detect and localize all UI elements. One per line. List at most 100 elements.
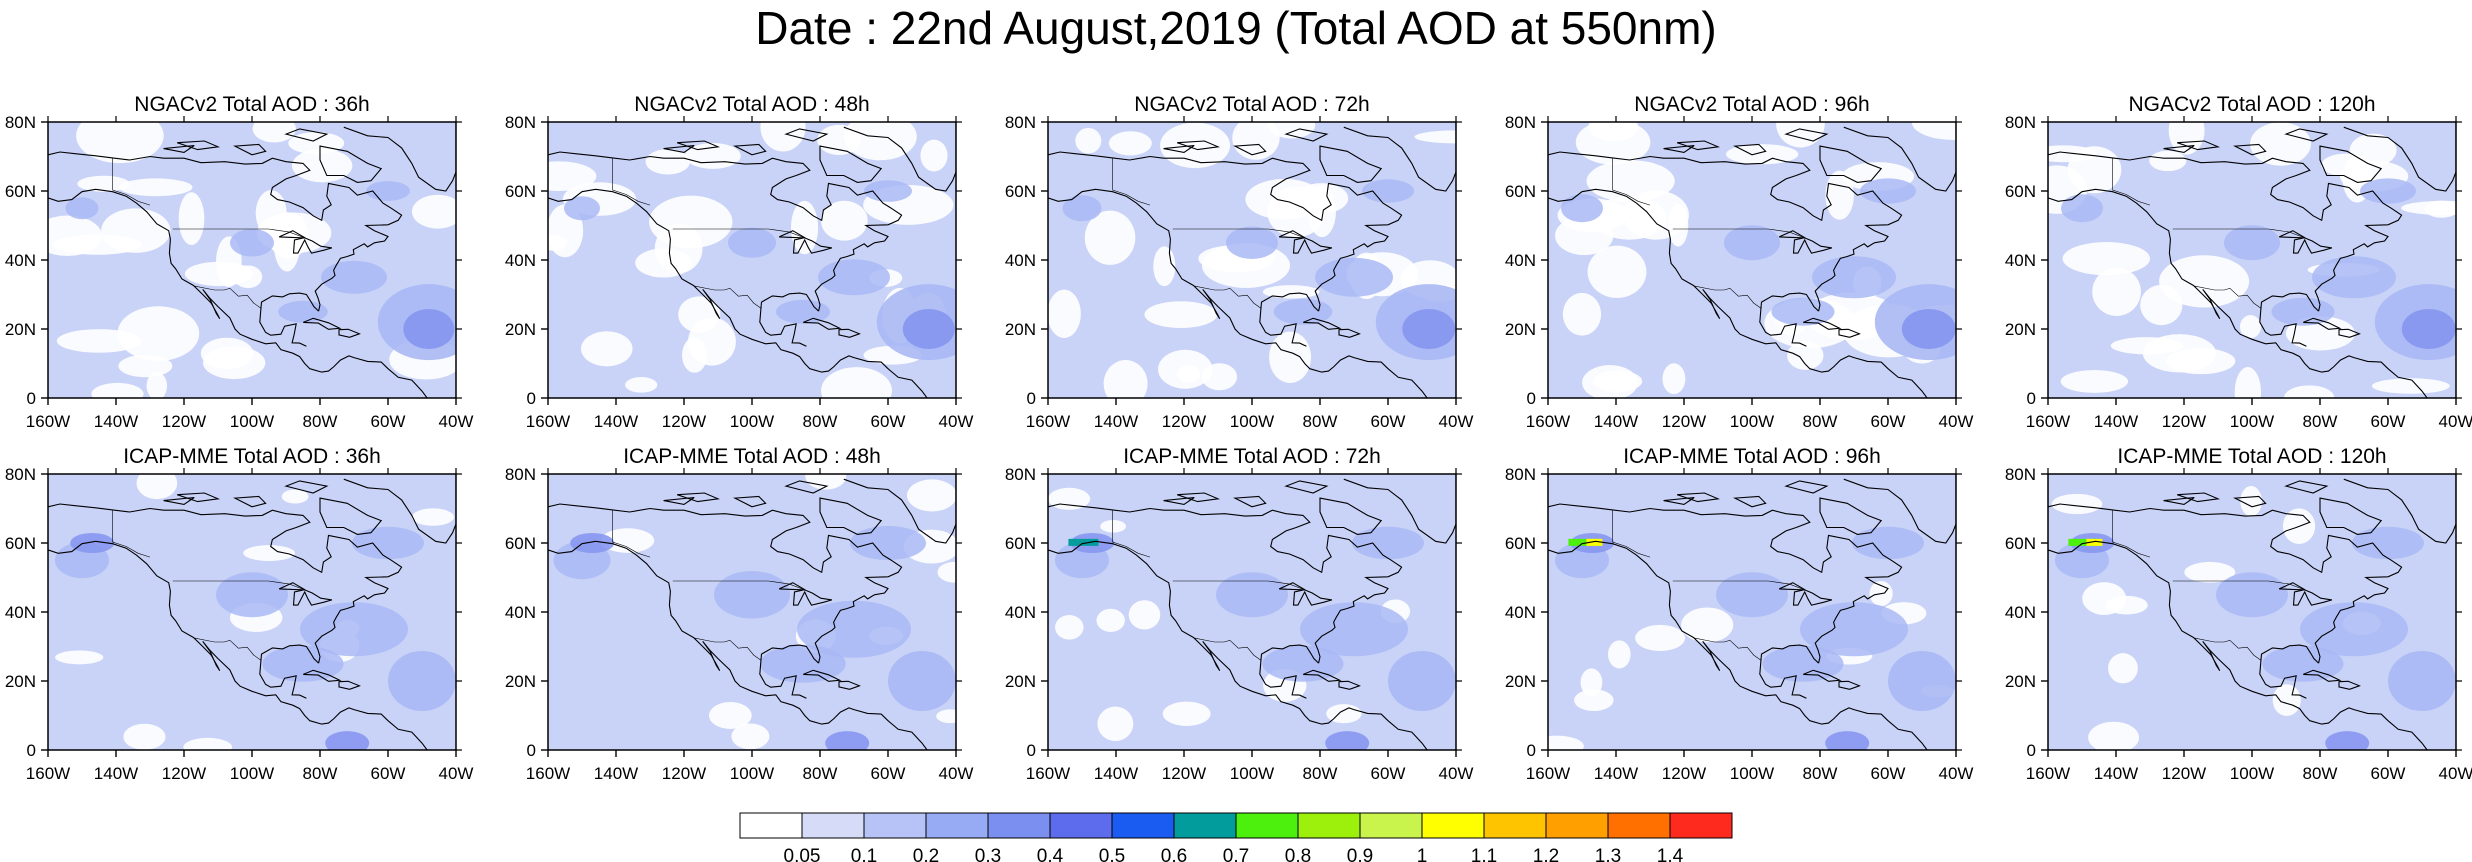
cuba-outline: [1303, 669, 1342, 682]
panel-title: ICAP-MME Total AOD : 96h: [1623, 445, 1881, 468]
arctic-island: [2163, 496, 2195, 505]
x-tick-label: 160W: [26, 764, 70, 783]
arctic-island: [2284, 128, 2329, 142]
coastline-west: [48, 540, 428, 750]
aod-low-patch: [906, 479, 956, 512]
panel-title: ICAP-MME Total AOD : 48h: [623, 445, 881, 468]
aod-low-patch: [1128, 600, 1161, 630]
map-panel: ICAP-MME Total AOD : 48h 160W 140W 120W 100W…: [498, 444, 998, 804]
alaska-border: [2112, 157, 2151, 206]
aod-low-patch: [1607, 640, 1631, 669]
x-tick-label: 80W: [803, 764, 838, 783]
aod-low-patch: [1681, 607, 1734, 643]
aod-low-patch: [118, 178, 193, 197]
coastline-east: [48, 151, 403, 312]
coastline-west: [1548, 188, 1928, 398]
us-canada-border: [672, 228, 805, 239]
coastline-east: [1548, 151, 1903, 312]
aod-low-patch: [2051, 493, 2103, 515]
coastline-west: [1048, 540, 1428, 750]
arctic-island: [2319, 497, 2383, 535]
y-tick-label: 60N: [2005, 182, 2036, 201]
y-tick-label: 80N: [1505, 113, 1536, 132]
aod-peak-patch: [325, 731, 370, 750]
aod-low-patch: [920, 139, 948, 172]
aod-hotspot: [1568, 538, 1599, 546]
us-canada-border: [1172, 580, 1305, 591]
aod-low-patch: [685, 143, 741, 169]
aod-mid-patch: [2300, 602, 2408, 657]
y-tick-label: 40N: [1005, 251, 1036, 270]
aod-low-patch: [1592, 196, 1667, 240]
us-mexico-border: [2193, 285, 2262, 309]
aod-low-patch: [1144, 301, 1218, 329]
cuba-outline: [1803, 669, 1842, 682]
arctic-island: [1784, 480, 1829, 494]
aod-low-patch: [146, 372, 168, 398]
y-tick-label: 0: [2027, 389, 2036, 408]
cuba-outline: [1803, 317, 1842, 330]
coastline-east: [1548, 503, 1903, 664]
coastline-gulf: [2259, 644, 2319, 699]
aod-low-patch: [2062, 242, 2151, 276]
y-tick-label: 0: [27, 389, 36, 408]
aod-low-patch: [2060, 370, 2129, 393]
aod-field: [548, 474, 956, 750]
aod-low-patch: [252, 122, 296, 143]
arctic-island: [663, 496, 695, 505]
x-tick-label: 120W: [662, 412, 706, 431]
x-tick-label: 40W: [1939, 412, 1974, 431]
aod-low-patch: [1582, 365, 1638, 398]
aod-mid-patch: [2312, 256, 2396, 299]
aod-low-patch: [1153, 246, 1176, 287]
arctic-island: [1732, 143, 1767, 156]
aod-low-patch: [56, 329, 142, 353]
cuba-outline: [1303, 317, 1342, 330]
aod-low-patch: [1662, 363, 1686, 395]
borders: [1612, 157, 1805, 309]
great-lakes: [778, 582, 833, 606]
aod-low-patch: [1262, 285, 1320, 299]
x-tick-label: 100W: [2230, 764, 2274, 783]
aod-low-patch: [178, 192, 205, 245]
x-tick-label: 100W: [1230, 412, 1274, 431]
y-tick-label: 20N: [505, 672, 536, 691]
aod-low-patch: [682, 337, 708, 373]
x-tick-label: 140W: [594, 764, 638, 783]
aod-low-patch: [1048, 289, 1081, 338]
arctic-island: [2232, 143, 2267, 156]
x-tick-label: 80W: [2303, 412, 2338, 431]
aod-low-patch: [1075, 127, 1102, 154]
greenland-outline: [343, 474, 456, 544]
arctic-island: [2163, 144, 2195, 153]
panel-title: NGACv2 Total AOD : 36h: [134, 93, 370, 116]
coastline-east: [2048, 503, 2403, 664]
aod-low-patch: [548, 161, 597, 192]
y-tick-label: 0: [2027, 741, 2036, 760]
aod-hotspot: [1586, 538, 1603, 546]
arctic-island: [784, 480, 829, 494]
aod-low-patch: [1787, 341, 1824, 370]
arctic-island: [1319, 497, 1383, 535]
borders: [1612, 509, 1805, 661]
aod-low-patch: [1587, 245, 1647, 298]
y-tick-label: 60N: [1505, 182, 1536, 201]
aod-mid-patch: [818, 259, 890, 296]
coastline-west: [1048, 188, 1428, 398]
aod-hotspot: [1068, 538, 1099, 546]
aod-low-patch: [1055, 615, 1084, 640]
coastline-east: [548, 503, 903, 664]
aod-low-patch: [1097, 706, 1134, 742]
coastline-west: [2048, 540, 2428, 750]
x-tick-label: 160W: [2026, 764, 2070, 783]
y-tick-label: 80N: [505, 465, 536, 484]
coastline-west: [1548, 540, 1928, 750]
x-tick-label: 100W: [2230, 412, 2274, 431]
aod-low-patch: [1177, 365, 1201, 383]
aod-low-patch: [288, 131, 345, 155]
x-tick-label: 140W: [94, 412, 138, 431]
x-tick-label: 40W: [2439, 412, 2472, 431]
aod-map: 160W 140W 120W 100W 80W 60W 40W 80N 60N 40N 20N 0: [1505, 465, 1974, 783]
map-panel: NGACv2 Total AOD : 36h 160W 140W 120W 100W 80…: [0, 92, 498, 452]
borders: [612, 157, 805, 309]
